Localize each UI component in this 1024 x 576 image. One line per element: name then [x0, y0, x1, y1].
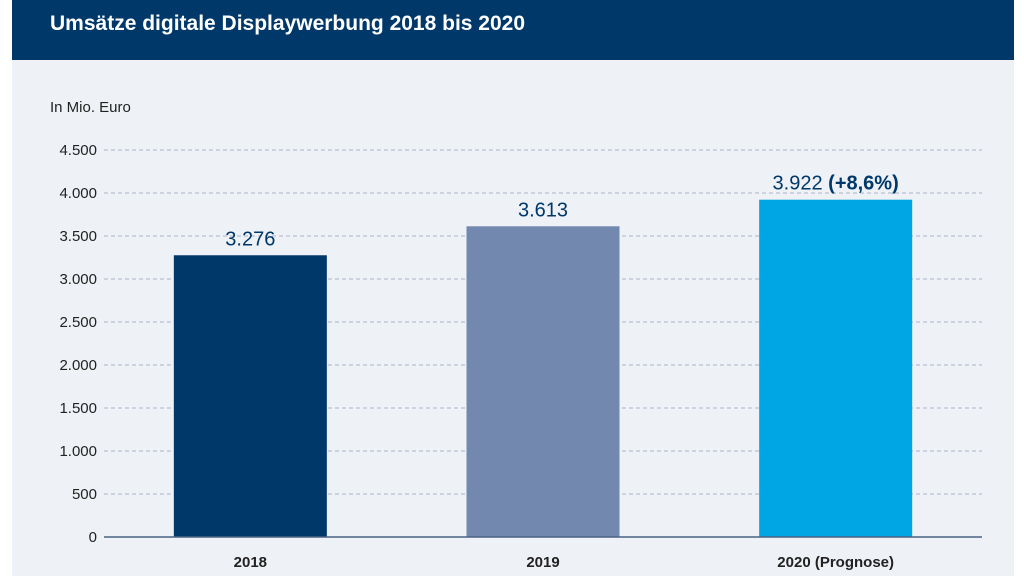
y-tick-label: 1.000	[59, 443, 97, 460]
value-label: 3.613	[518, 199, 568, 221]
y-tick-label: 500	[72, 486, 97, 503]
y-tick-label: 0	[89, 529, 97, 546]
value-label-number: 3.276	[225, 228, 275, 250]
bar-2	[466, 226, 620, 538]
bar-1	[173, 255, 327, 537]
x-tick-label: 2020 (Prognose)	[777, 554, 894, 571]
y-tick-label: 2.500	[59, 314, 97, 331]
y-axis-unit-label: In Mio. Euro	[50, 99, 131, 116]
value-label-number: 3.613	[518, 199, 568, 221]
y-axis-ticks: 0 500 1.000 1.500 2.000 2.500 3.000 3.500 4.000 4…	[59, 142, 97, 546]
chart-header: Umsätze digitale Displaywerbung 2018 bis…	[12, 0, 1014, 60]
value-label-growth: (+8,6%)	[823, 173, 899, 195]
y-tick-label: 3.500	[59, 228, 97, 245]
y-tick-label: 4.500	[59, 142, 97, 159]
chart-title: Umsätze digitale Displaywerbung 2018 bis…	[50, 12, 526, 35]
bars	[173, 199, 913, 538]
x-tick-label: 2018	[234, 554, 267, 571]
x-tick-label: 2019	[526, 554, 559, 571]
value-labels: 3.276 3.613 3.922 (+8,6%)	[225, 173, 898, 251]
value-label-number: 3.922	[773, 173, 823, 195]
value-label: 3.922 (+8,6%)	[773, 173, 899, 195]
bar-3	[759, 199, 913, 537]
value-label: 3.276	[225, 228, 275, 250]
y-tick-label: 4.000	[59, 185, 97, 202]
y-tick-label: 1.500	[59, 400, 97, 417]
y-tick-label: 2.000	[59, 357, 97, 374]
x-axis-ticks: 2018 2019 2020 (Prognose)	[234, 554, 894, 571]
y-tick-label: 3.000	[59, 271, 97, 288]
